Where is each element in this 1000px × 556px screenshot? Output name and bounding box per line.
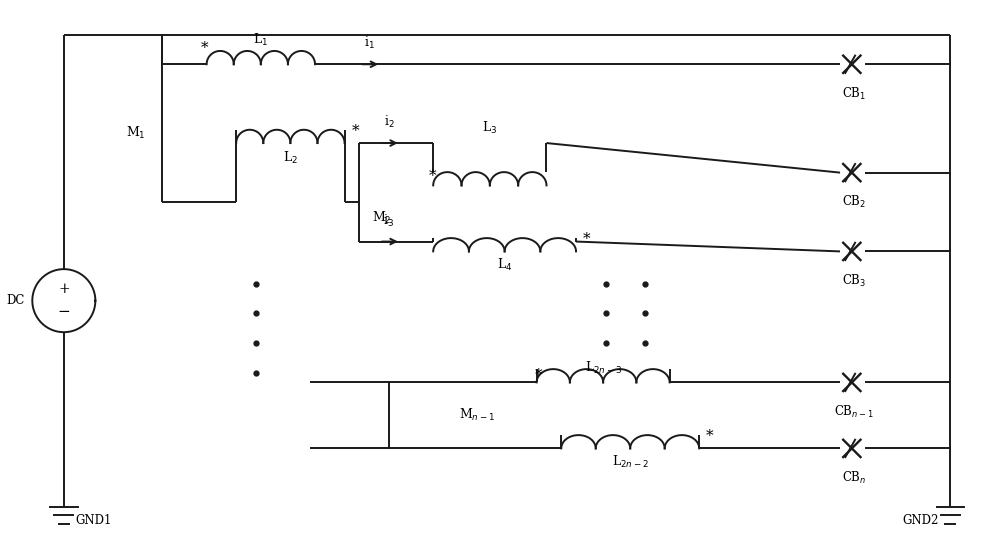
Text: *: *: [201, 41, 209, 56]
Text: *: *: [351, 124, 359, 138]
Text: *: *: [706, 429, 714, 444]
Text: i$_3$: i$_3$: [383, 212, 394, 229]
Text: i$_1$: i$_1$: [364, 36, 375, 52]
Text: i$_2$: i$_2$: [384, 114, 394, 130]
Text: M$_{n-1}$: M$_{n-1}$: [459, 408, 495, 424]
Text: CB$_{n}$: CB$_{n}$: [842, 470, 866, 486]
Text: +: +: [58, 282, 70, 296]
Text: GND1: GND1: [76, 514, 112, 528]
Text: CB$_{n-1}$: CB$_{n-1}$: [834, 404, 874, 420]
Text: *: *: [428, 170, 436, 183]
Text: M$_2$: M$_2$: [372, 210, 392, 226]
Text: L$_3$: L$_3$: [482, 120, 497, 136]
Text: DC: DC: [6, 294, 24, 307]
Text: *: *: [583, 232, 591, 246]
Text: L$_1$: L$_1$: [253, 32, 268, 48]
Text: L$_{2n-2}$: L$_{2n-2}$: [612, 454, 649, 470]
Text: CB$_{1}$: CB$_{1}$: [842, 86, 866, 102]
Text: −: −: [57, 305, 70, 319]
Text: L$_4$: L$_4$: [497, 257, 512, 274]
Text: CB$_{2}$: CB$_{2}$: [842, 194, 866, 210]
Text: *: *: [535, 369, 542, 383]
Text: CB$_{3}$: CB$_{3}$: [842, 273, 866, 289]
Text: M$_1$: M$_1$: [126, 125, 146, 141]
Text: L$_{2n-3}$: L$_{2n-3}$: [585, 359, 622, 375]
Text: GND2: GND2: [902, 514, 939, 528]
Text: L$_2$: L$_2$: [283, 150, 298, 166]
